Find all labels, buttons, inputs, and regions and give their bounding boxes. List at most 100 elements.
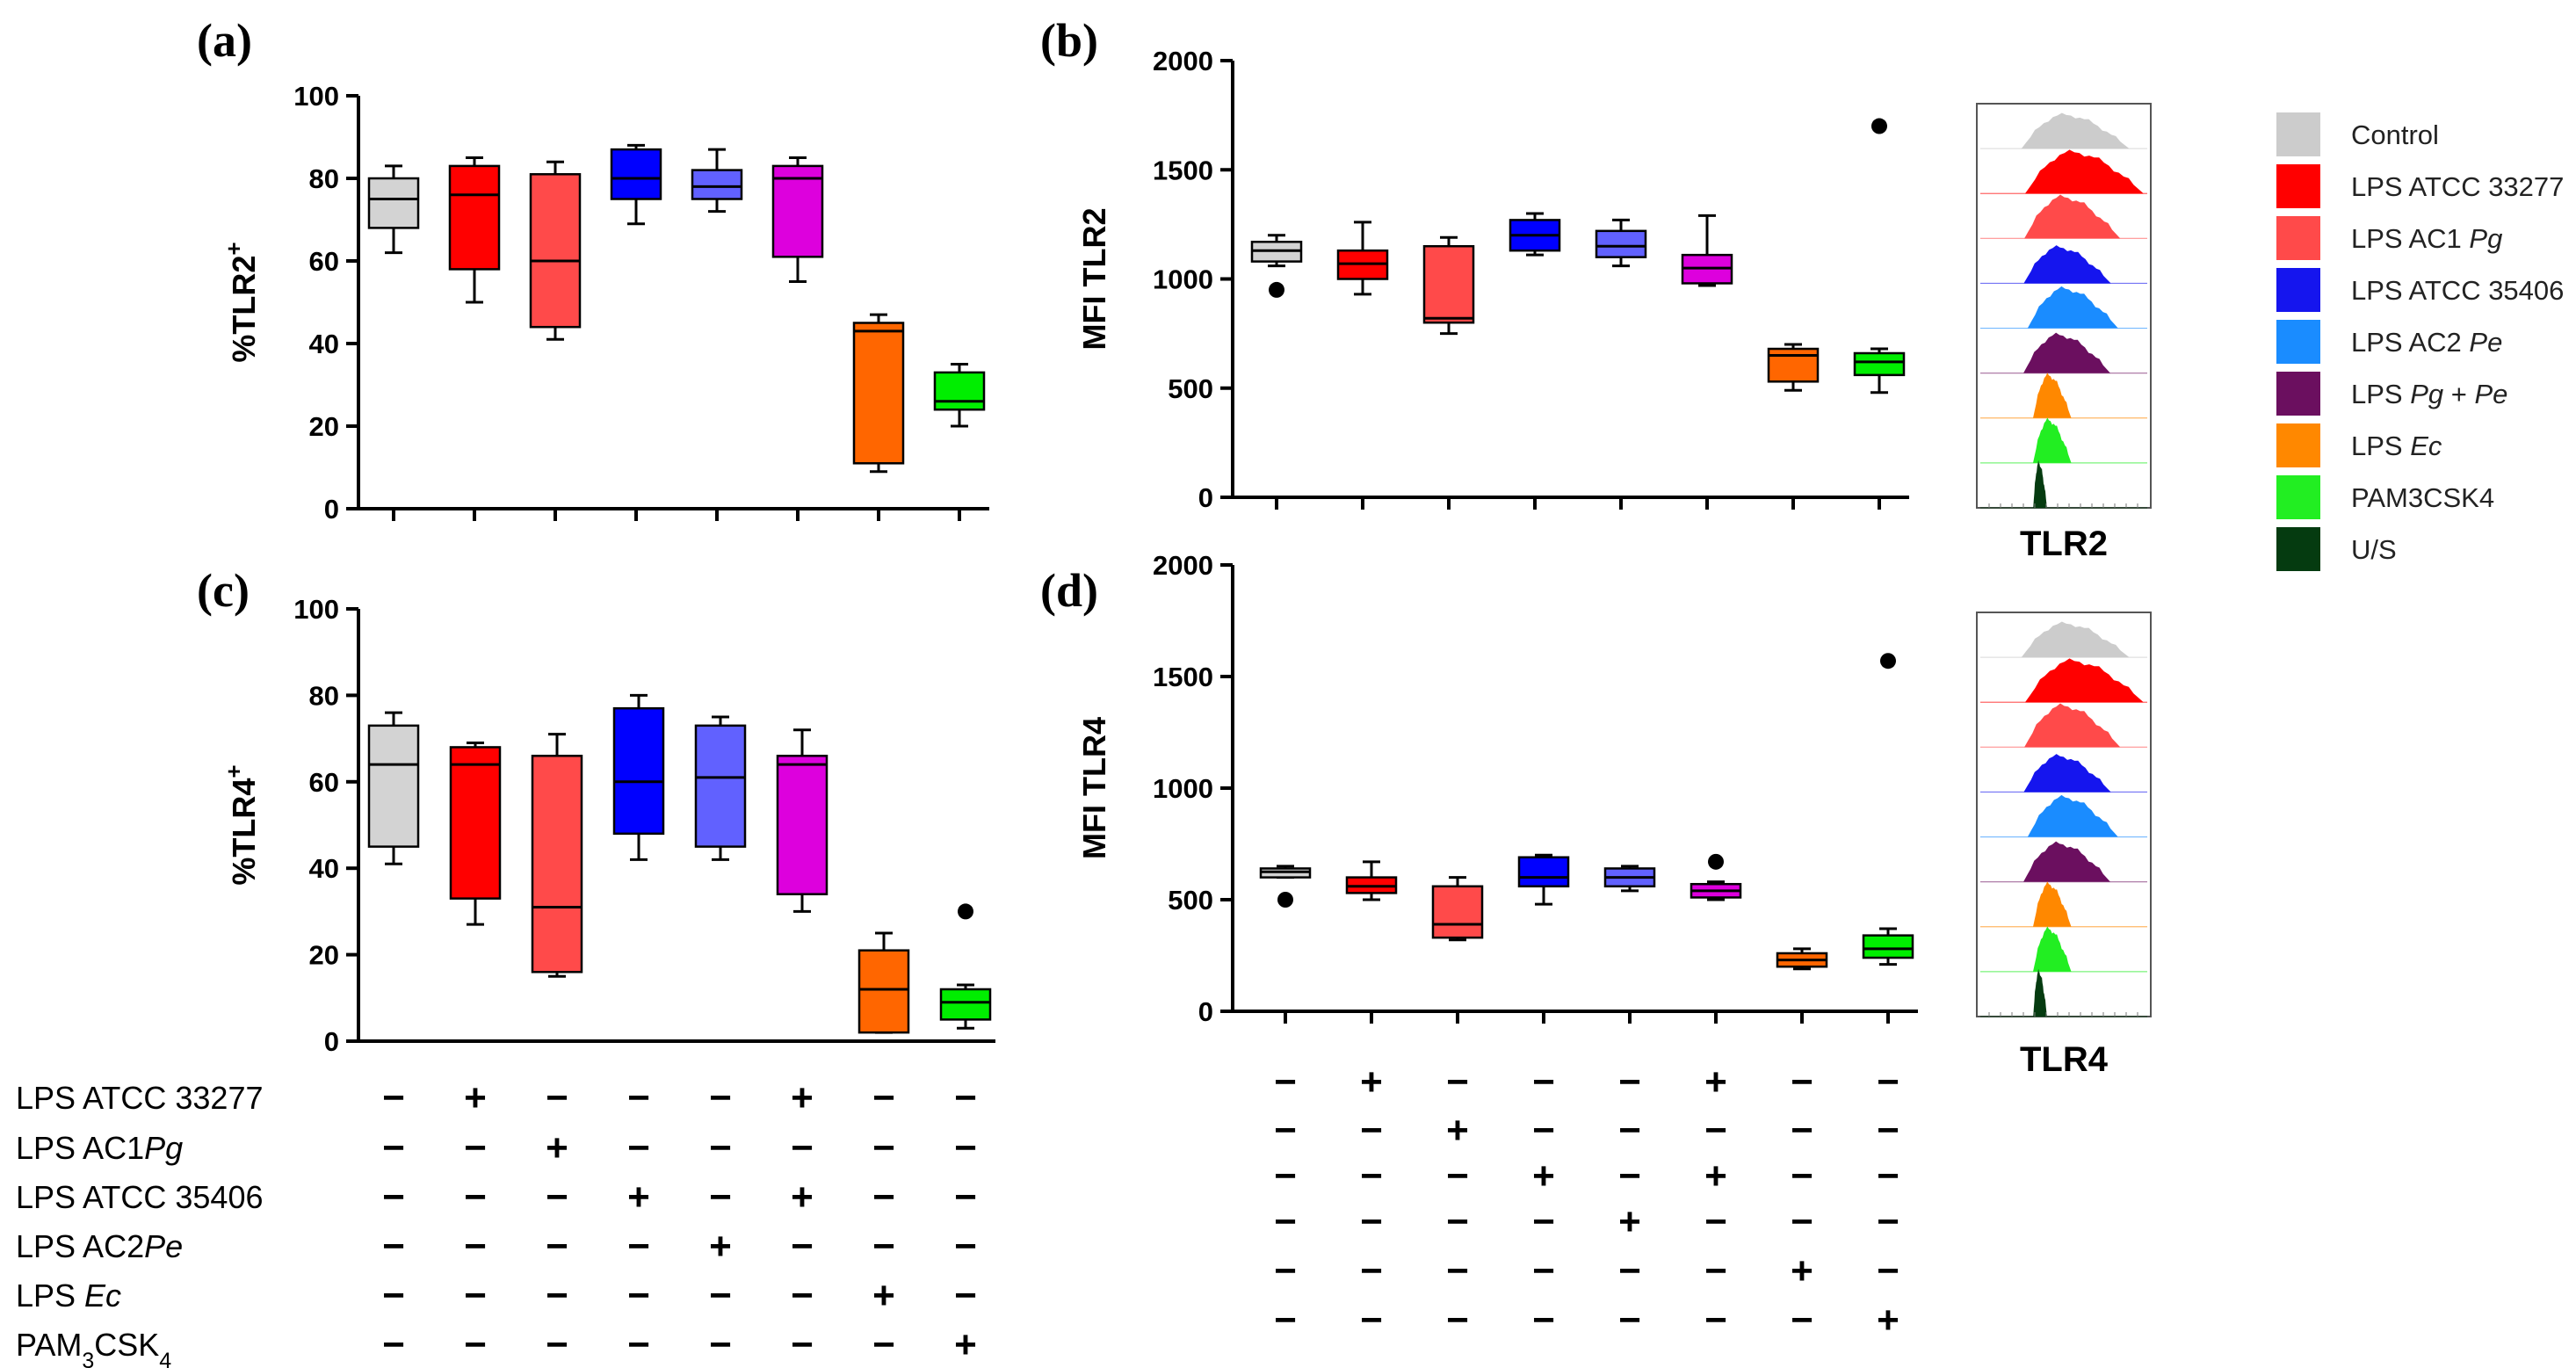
- box: [367, 724, 420, 848]
- minus-sign: −: [1704, 1249, 1727, 1292]
- legend-swatch: [2276, 423, 2320, 467]
- outlier-point: [958, 903, 973, 920]
- minus-sign: −: [791, 1126, 814, 1169]
- legend-label: U/S: [2351, 534, 2397, 565]
- histogram-axis-label: TLR2: [2020, 525, 2108, 563]
- minus-sign: −: [954, 1176, 977, 1219]
- histogram-trace: [2027, 286, 2118, 329]
- plus-sign: +: [1446, 1109, 1469, 1152]
- box: [448, 164, 501, 271]
- box: [691, 169, 743, 200]
- minus-sign: −: [382, 1323, 405, 1366]
- minus-sign: −: [1791, 1200, 1813, 1243]
- legend-swatch: [2276, 320, 2320, 364]
- minus-sign: −: [1446, 1200, 1469, 1243]
- y-tick-label: 80: [309, 680, 339, 711]
- legend-swatch: [2276, 268, 2320, 312]
- condition-label: LPS AC2Pe: [16, 1228, 183, 1264]
- minus-sign: −: [1532, 1060, 1555, 1104]
- minus-sign: −: [627, 1076, 650, 1119]
- panel-label: (b): [1040, 14, 1098, 67]
- panel-label: (c): [197, 564, 250, 617]
- histogram-trace: [2024, 703, 2121, 748]
- outlier-point: [1871, 118, 1887, 134]
- y-axis-title: MFI TLR2: [1076, 208, 1112, 351]
- minus-sign: −: [1360, 1200, 1383, 1243]
- condition-matrix-left: LPS ATCC 33277 LPS AC1Pg LPS ATCC 35406 LPS…: [16, 1076, 977, 1368]
- legend-label: LPS AC1 Pg: [2351, 223, 2502, 254]
- box: [852, 322, 905, 465]
- box: [857, 949, 910, 1034]
- minus-sign: −: [1877, 1060, 1899, 1104]
- minus-sign: −: [872, 1126, 895, 1169]
- minus-sign: −: [627, 1274, 650, 1317]
- legend-label: LPS ATCC 35406: [2351, 275, 2564, 306]
- minus-sign: −: [709, 1176, 732, 1219]
- plus-sign: +: [627, 1176, 650, 1219]
- histogram-trace: [2023, 754, 2111, 793]
- minus-sign: −: [1532, 1109, 1555, 1152]
- plus-sign: +: [1877, 1299, 1899, 1342]
- minus-sign: −: [546, 1323, 568, 1366]
- panel-b-mfi-tlr2: (b) MFI TLR2 0 500 1000 1500 2000: [1040, 14, 1909, 513]
- y-tick-label: 0: [1198, 482, 1213, 513]
- minus-sign: −: [1274, 1200, 1297, 1243]
- minus-sign: −: [464, 1126, 487, 1169]
- box: [694, 724, 747, 848]
- legend-label: LPS Pg + Pe: [2351, 379, 2507, 409]
- condition-label: LPS Ec: [16, 1278, 121, 1314]
- minus-sign: −: [627, 1126, 650, 1169]
- minus-sign: −: [1360, 1249, 1383, 1292]
- minus-sign: −: [1446, 1060, 1469, 1104]
- minus-sign: −: [1618, 1060, 1641, 1104]
- box: [1853, 351, 1906, 377]
- legend-swatch: [2276, 475, 2320, 519]
- histogram-trace: [2027, 794, 2118, 837]
- minus-sign: −: [872, 1323, 895, 1366]
- plus-sign: +: [464, 1076, 487, 1119]
- minus-sign: −: [709, 1274, 732, 1317]
- plus-sign: +: [791, 1176, 814, 1219]
- minus-sign: −: [872, 1225, 895, 1268]
- y-tick-label: 2000: [1153, 46, 1213, 76]
- minus-sign: −: [1791, 1299, 1813, 1342]
- minus-sign: −: [1877, 1109, 1899, 1152]
- y-tick-label: 2000: [1153, 550, 1213, 581]
- minus-sign: −: [1274, 1060, 1297, 1104]
- histogram-trace: [2032, 926, 2072, 972]
- panel-c-tlr4-percent: (c) %TLR4+ 0 20 40 60 80 100: [197, 564, 995, 1057]
- y-tick-label: 0: [1198, 996, 1213, 1027]
- box: [1862, 934, 1914, 959]
- histogram-trace: [2022, 841, 2110, 882]
- plus-sign: +: [791, 1076, 814, 1119]
- y-tick-label: 100: [293, 594, 339, 625]
- minus-sign: −: [709, 1076, 732, 1119]
- minus-sign: −: [546, 1274, 568, 1317]
- minus-sign: −: [1704, 1200, 1727, 1243]
- minus-sign: −: [709, 1126, 732, 1169]
- histogram-trace: [2023, 245, 2111, 284]
- minus-sign: −: [1532, 1200, 1555, 1243]
- minus-sign: −: [954, 1274, 977, 1317]
- outlier-point: [1269, 281, 1284, 298]
- outlier-point: [1708, 853, 1724, 870]
- panel-label: (d): [1040, 564, 1098, 617]
- plus-sign: +: [1704, 1154, 1727, 1198]
- minus-sign: −: [954, 1126, 977, 1169]
- minus-sign: −: [546, 1176, 568, 1219]
- box: [1422, 244, 1475, 324]
- minus-sign: −: [382, 1076, 405, 1119]
- minus-sign: −: [1274, 1109, 1297, 1152]
- legend: Control LPS ATCC 33277 LPS AC1 Pg LPS ATCC …: [2276, 112, 2564, 571]
- box: [367, 177, 420, 229]
- outlier-point: [1880, 653, 1896, 670]
- minus-sign: −: [1704, 1299, 1727, 1342]
- legend-swatch: [2276, 216, 2320, 260]
- minus-sign: −: [464, 1274, 487, 1317]
- minus-sign: −: [1791, 1109, 1813, 1152]
- minus-sign: −: [872, 1176, 895, 1219]
- legend-swatch: [2276, 112, 2320, 156]
- panel-d-mfi-tlr4: (d) MFI TLR4 0 500 1000 1500 2000: [1040, 550, 1918, 1027]
- minus-sign: −: [954, 1076, 977, 1119]
- minus-sign: −: [382, 1126, 405, 1169]
